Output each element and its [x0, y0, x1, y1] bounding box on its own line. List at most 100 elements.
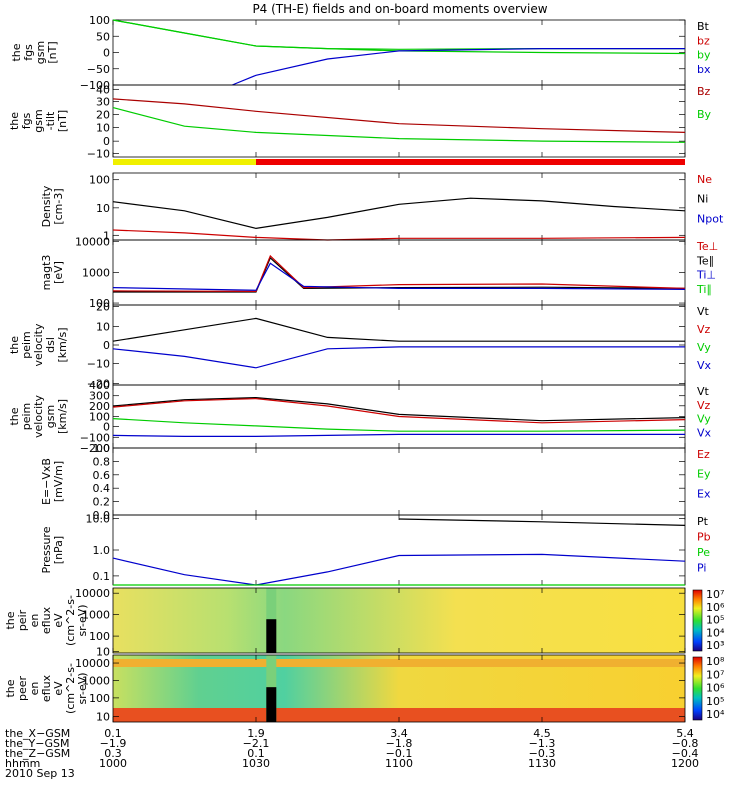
y-axis-label: peer — [16, 676, 29, 702]
legend-entry: Vt — [697, 305, 710, 318]
y-tick-label: 10000 — [75, 235, 110, 248]
y-tick-label: −50 — [87, 63, 110, 76]
x-tick-label: −1.3 — [529, 737, 556, 750]
panel-frame — [112, 84, 686, 158]
status-bar-yellow — [113, 159, 256, 165]
series-line — [112, 317, 685, 342]
y-tick-label: 0.1 — [93, 570, 111, 583]
y-tick-label: 0 — [103, 47, 110, 60]
y-axis-label: dsl — [44, 337, 57, 353]
data-gap-black — [266, 687, 277, 722]
figure-title: P4 (TH-E) fields and on-board moments ov… — [252, 2, 547, 16]
y-axis-label: the — [8, 112, 21, 130]
y-tick-label: −100 — [80, 79, 110, 92]
series-line — [112, 396, 686, 422]
x-tick-label: −2.1 — [243, 737, 270, 750]
x-tick-label: −0.3 — [529, 747, 556, 760]
legend-entry: Pt — [697, 515, 709, 528]
y-axis-label: [km/s] — [56, 327, 69, 362]
y-axis-label: peim — [20, 331, 33, 359]
x-tick-label: 0.1 — [104, 727, 122, 740]
y-tick-label: 1000 — [82, 267, 110, 280]
y-tick-label: 0.6 — [93, 469, 111, 482]
spectrogram-image — [113, 588, 685, 653]
series-line — [112, 397, 686, 424]
y-tick-label: 200 — [89, 400, 110, 413]
data-gap-black — [266, 619, 277, 653]
colorbar-label: 10⁴ — [706, 626, 725, 639]
y-axis-label: the — [8, 407, 21, 425]
y-axis-label: peir — [16, 609, 29, 631]
x-axis-row-label: 2010 Sep 13 — [5, 767, 75, 780]
x-tick-label: 4.5 — [533, 727, 551, 740]
series-line — [112, 346, 685, 369]
y-axis-label: magt3 — [40, 255, 53, 291]
y-tick-label: 20 — [96, 109, 110, 122]
series-line — [112, 254, 686, 293]
y-axis-label: Density — [40, 185, 53, 227]
y-tick-label: 100 — [89, 692, 110, 705]
y-axis-label: the — [4, 679, 17, 697]
x-axis-row-label: the_X−GSM — [5, 727, 70, 740]
y-tick-label: 100 — [89, 174, 110, 187]
panel-pressure: 10.0 1.0 0.1 Pressure [nPa] Pt Pb Pe Pi — [40, 513, 711, 586]
y-tick-label: −20 — [87, 377, 110, 390]
colorbar-label: 10³ — [706, 639, 724, 652]
panel-frame — [112, 514, 686, 586]
y-tick-label: 10 — [96, 202, 110, 215]
x-tick-label: −1.9 — [100, 737, 127, 750]
y-tick-label: 20 — [96, 301, 110, 314]
series-line — [231, 47, 685, 86]
y-axis-label: velocity — [32, 395, 45, 438]
y-axis-label: [km/s] — [56, 399, 69, 434]
y-tick-label: 10 — [96, 711, 110, 724]
panel-temp: 10000 1000 100 magt3 [eV] Te⊥Te∥ Ti⊥Ti∥ — [40, 235, 718, 310]
y-tick-label: 400 — [89, 379, 110, 392]
series-line — [112, 98, 686, 133]
legend-entry: Ni — [697, 193, 708, 206]
y-axis-label: [nT] — [56, 110, 69, 132]
y-axis-label: [eV] — [52, 261, 65, 284]
y-tick-label: 300 — [89, 390, 110, 403]
legend-entry: Vy — [697, 413, 711, 426]
y-axis-label: (cm^2-s- — [64, 663, 77, 714]
colorbar-label: 10⁸ — [706, 655, 725, 668]
y-tick-label: 100 — [89, 411, 110, 424]
y-tick-label: 0.0 — [93, 509, 111, 522]
x-tick-label: 1100 — [385, 757, 413, 770]
y-axis-label: fgs — [22, 44, 35, 61]
x-tick-label: −1.8 — [386, 737, 413, 750]
legend-entry: Pe — [697, 546, 710, 559]
legend-entry: Te⊥ — [696, 240, 718, 253]
series-line — [113, 256, 686, 293]
x-tick-label: −0.4 — [672, 747, 699, 760]
legend-entry: Vy — [697, 341, 711, 354]
y-tick-label: 10000 — [75, 587, 110, 600]
y-axis-label: en — [28, 682, 41, 696]
y-tick-label: 10.0 — [86, 513, 111, 526]
x-tick-label: 1000 — [99, 757, 127, 770]
x-tick-label: 1.9 — [247, 727, 265, 740]
legend-entry: Vz — [697, 323, 711, 336]
y-tick-label: 1000 — [82, 609, 110, 622]
x-axis-row-label: the_Y−GSM — [5, 737, 70, 750]
y-axis-label: eflux — [40, 606, 53, 634]
colorbar-label: 10⁵ — [706, 695, 724, 708]
series-line — [112, 553, 686, 586]
y-tick-label: −10 — [87, 147, 110, 160]
y-axis-label: eV — [52, 681, 65, 696]
y-axis-label: velocity — [32, 323, 45, 366]
y-tick-label: 0 — [103, 421, 110, 434]
y-axis-label: eV — [52, 613, 65, 628]
x-tick-label: 5.4 — [676, 727, 694, 740]
x-tick-label: 1200 — [671, 757, 699, 770]
panel-frame — [112, 172, 686, 241]
y-axis-label: gsm — [32, 109, 45, 132]
colorbar-label: 10⁴ — [706, 708, 725, 721]
panel-frame — [112, 304, 686, 386]
x-axis-row-label: the_Z−GSM — [5, 747, 70, 760]
